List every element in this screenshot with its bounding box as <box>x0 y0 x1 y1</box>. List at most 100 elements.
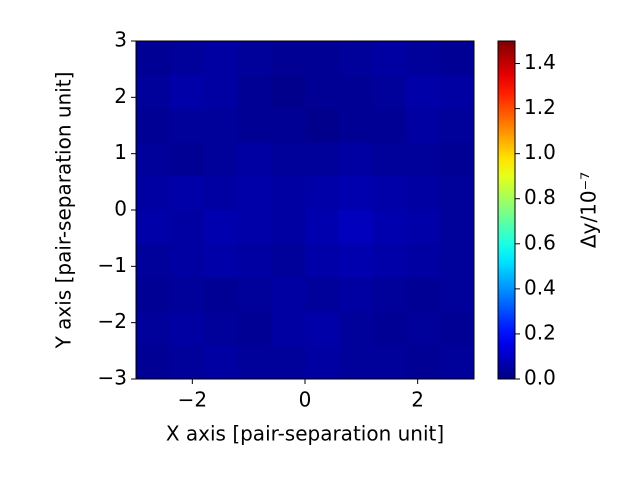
heatmap-cell <box>136 108 171 143</box>
heatmap-cell <box>440 108 475 143</box>
heatmap-cell <box>169 277 205 312</box>
heatmap-cell <box>305 142 340 177</box>
x-tick-label: 2 <box>411 388 424 412</box>
heatmap-cell <box>338 41 374 76</box>
heatmap-cell <box>305 345 340 380</box>
heatmap-cell <box>237 142 272 177</box>
heatmap-cell <box>136 176 171 211</box>
heatmap-cell <box>203 142 238 177</box>
heatmap-cell <box>338 74 374 110</box>
heatmap-cell <box>305 176 340 211</box>
heatmap-cell <box>271 210 306 245</box>
heatmap-cell <box>440 243 475 279</box>
heatmap-cell <box>406 142 441 177</box>
colorbar-tick-label: 1.2 <box>524 95 556 119</box>
heatmap-cell <box>305 277 340 312</box>
heatmap-cell <box>136 210 171 245</box>
heatmap-cell <box>271 311 306 346</box>
colorbar-label: Δy/10⁻⁷ <box>577 172 601 248</box>
heatmap-cell <box>136 277 171 312</box>
colorbar-tick-label: 1.0 <box>524 140 556 164</box>
heatmap-cell <box>338 345 374 380</box>
heatmap-cell <box>271 345 306 380</box>
heatmap-cell <box>237 277 272 312</box>
heatmap-cell <box>169 41 205 76</box>
heatmap-cell <box>203 311 238 346</box>
heatmap-cell <box>440 41 475 76</box>
y-tick-label: 1 <box>114 140 127 164</box>
heatmap-cell <box>169 210 205 245</box>
heatmap-cell <box>406 345 441 380</box>
colorbar-tick-label: 1.4 <box>524 50 556 74</box>
heatmap-cell <box>136 311 171 346</box>
heatmap-cell <box>305 243 340 279</box>
heatmap-cell <box>237 41 272 76</box>
heatmap-cell <box>406 243 441 279</box>
heatmap-cell <box>372 311 407 346</box>
y-tick-label: 0 <box>114 197 127 221</box>
heatmap-cell <box>406 277 441 312</box>
y-axis-label: Y axis [pair-separation unit] <box>52 72 76 350</box>
heatmap-cell <box>406 74 441 110</box>
heatmap-cell <box>440 74 475 110</box>
heatmap-cell <box>338 142 374 177</box>
heatmap-cell <box>305 108 340 143</box>
heatmap-cell <box>237 311 272 346</box>
x-tick-label: 0 <box>299 388 312 412</box>
heatmap-cell <box>338 176 374 211</box>
heatmap-cell <box>136 345 171 380</box>
heatmap-cell <box>338 311 374 346</box>
colorbar-tick-label: 0.4 <box>524 275 556 299</box>
heatmap-cell <box>372 176 407 211</box>
heatmap-cell <box>338 243 374 279</box>
colorbar-tick-label: 0.6 <box>524 230 556 254</box>
heatmap-cell <box>203 345 238 380</box>
heatmap-cell <box>169 243 205 279</box>
heatmap-cell <box>440 142 475 177</box>
heatmap-cell <box>271 108 306 143</box>
heatmap-cell <box>372 41 407 76</box>
heatmap-cell <box>372 210 407 245</box>
heatmap-cell <box>372 277 407 312</box>
heatmap-cell <box>203 74 238 110</box>
heatmap-cell <box>372 74 407 110</box>
heatmap-cell <box>406 176 441 211</box>
heatmap-cell <box>338 210 374 245</box>
x-axis-label: X axis [pair-separation unit] <box>166 422 444 446</box>
heatmap-cell <box>136 142 171 177</box>
heatmap-cell <box>237 108 272 143</box>
heatmap-cell <box>440 311 475 346</box>
heatmap-cell <box>203 176 238 211</box>
heatmap-cell <box>440 176 475 211</box>
heatmap-cell <box>440 210 475 245</box>
heatmap-cell <box>169 176 205 211</box>
heatmap-cell <box>169 142 205 177</box>
heatmap-cell <box>203 277 238 312</box>
heatmap-cell <box>406 41 441 76</box>
heatmap-cell <box>440 345 475 380</box>
y-tick-label: −3 <box>98 366 127 390</box>
heatmap-cell <box>338 277 374 312</box>
heatmap-cell <box>203 243 238 279</box>
heatmap-cell <box>237 176 272 211</box>
heatmap-cell <box>169 345 205 380</box>
heatmap-cell <box>305 311 340 346</box>
colorbar-tick-label: 0.2 <box>524 320 556 344</box>
heatmap-cell <box>305 41 340 76</box>
y-tick-label: 2 <box>114 84 127 108</box>
heatmap-cell <box>372 108 407 143</box>
heatmap-cell <box>372 243 407 279</box>
heatmap-cell <box>237 345 272 380</box>
heatmap-cell <box>372 142 407 177</box>
heatmap-cell <box>169 108 205 143</box>
y-tick-label: −1 <box>98 253 127 277</box>
heatmap-cell <box>203 108 238 143</box>
heatmap-cell <box>237 210 272 245</box>
heatmap-cell <box>237 74 272 110</box>
heatmap-cell <box>271 41 306 76</box>
heatmap-cell <box>406 311 441 346</box>
heatmap-cell <box>271 74 306 110</box>
heatmap-cell <box>136 74 171 110</box>
y-tick-label: 3 <box>114 28 127 52</box>
heatmap-cell <box>203 41 238 76</box>
